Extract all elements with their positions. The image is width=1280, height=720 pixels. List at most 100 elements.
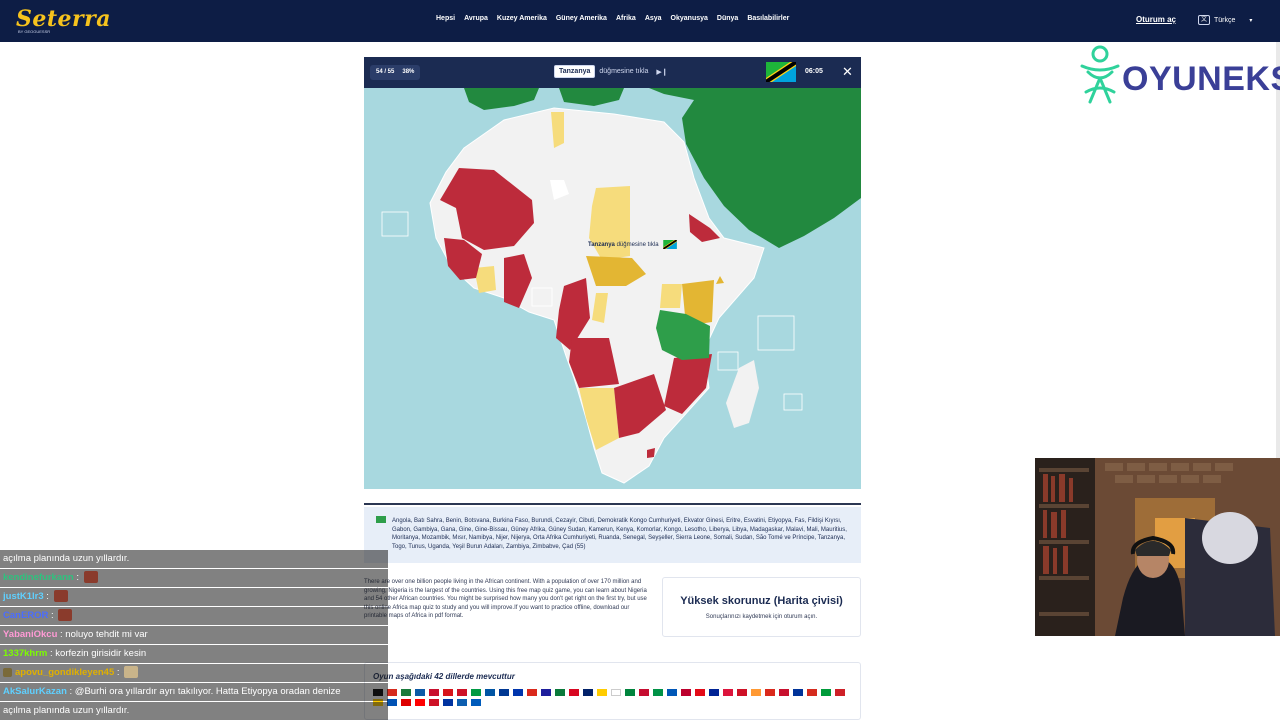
language-flag-icon[interactable]	[443, 689, 453, 696]
language-flag-icon[interactable]	[443, 699, 453, 706]
language-flag-icon[interactable]	[499, 689, 509, 696]
chat-username[interactable]: CanEROR	[3, 610, 49, 621]
language-flag-icon[interactable]	[415, 699, 425, 706]
nav-item-printables[interactable]: Basılabilirler	[747, 15, 790, 22]
chat-message: YabaniOkcu : noluyo tehdit mi var	[0, 626, 388, 644]
chat-message: 1337khrm : korfezin girisidir kesin	[0, 645, 388, 663]
skip-icon[interactable]: ▶❙	[656, 68, 668, 76]
country-burkina-faso[interactable]	[474, 266, 496, 293]
country-lesotho[interactable]	[647, 448, 655, 458]
nav-item-world[interactable]: Dünya	[716, 15, 739, 22]
country-uganda[interactable]	[660, 284, 682, 308]
country-ghana-togo[interactable]	[504, 254, 532, 308]
country-kenya[interactable]	[682, 280, 714, 326]
nav-item-oceania[interactable]: Okyanusya	[670, 15, 708, 22]
language-flag-icon[interactable]	[597, 689, 607, 696]
nav-item-africa[interactable]: Afrika	[615, 15, 636, 22]
chat-username[interactable]: kendinefurkann	[3, 572, 74, 583]
stream-chat-overlay: açılma planında uzun yıllardır. kendinefu…	[0, 550, 389, 720]
mauritius-box[interactable]	[783, 393, 803, 411]
language-flag-icon[interactable]	[653, 689, 663, 696]
language-flag-icon[interactable]	[667, 689, 677, 696]
page-scrollbar[interactable]	[1276, 42, 1280, 458]
country-zimbabwe-botswana[interactable]	[614, 374, 666, 438]
progress-percent: 38%	[402, 69, 415, 75]
language-flag-icon[interactable]	[429, 699, 439, 706]
language-flag-icon[interactable]	[723, 689, 733, 696]
remaining-countries-box: Angola, Batı Sahra, Benin, Botsvana, Bur…	[364, 507, 861, 563]
highscore-subtitle[interactable]: Sonuçlarınızı kaydetmek için oturum açın…	[705, 614, 818, 620]
seterra-logo[interactable]: Seterra	[16, 6, 111, 32]
chat-emote-icon	[53, 590, 68, 603]
africa-map[interactable]	[364, 88, 861, 489]
language-flag-icon[interactable]	[471, 699, 481, 706]
nav-item-south-america[interactable]: Güney Amerika	[555, 15, 607, 22]
country-namibia[interactable]	[579, 388, 619, 450]
chat-username[interactable]: YabaniOkcu	[3, 629, 58, 640]
nav-item-europe[interactable]: Avrupa	[464, 15, 488, 22]
language-flag-icon[interactable]	[751, 689, 761, 696]
country-mozambique[interactable]	[664, 354, 712, 414]
language-flag-icon[interactable]	[457, 689, 467, 696]
chat-username[interactable]: 1337khrm	[3, 648, 48, 659]
language-flag-icon[interactable]	[401, 699, 411, 706]
language-flag-icon[interactable]	[485, 689, 495, 696]
language-flag-icon[interactable]	[387, 689, 397, 696]
country-tanzania[interactable]	[656, 310, 710, 360]
language-flag-icon[interactable]	[807, 689, 817, 696]
signin-link[interactable]: Oturum aç	[1136, 15, 1177, 24]
language-flag-icon[interactable]	[527, 689, 537, 696]
tanzania-flag-small-icon	[662, 240, 677, 249]
language-flag-icon[interactable]	[779, 689, 789, 696]
language-flag-icon[interactable]	[695, 689, 705, 696]
language-flag-icon[interactable]	[471, 689, 481, 696]
chat-message: açılma planında uzun yıllardır.	[0, 702, 388, 720]
country-eritrea[interactable]	[689, 214, 720, 242]
sao-tome-box[interactable]	[531, 287, 553, 307]
language-flag-icon[interactable]	[625, 689, 635, 696]
language-flag-icon[interactable]	[611, 689, 621, 696]
nav-item-all[interactable]: Hepsi	[436, 15, 456, 22]
country-car[interactable]	[586, 256, 646, 286]
madagascar[interactable]	[726, 360, 759, 428]
cape-verde-box[interactable]	[381, 211, 409, 237]
language-flag-icon[interactable]	[555, 689, 565, 696]
language-flag-icon[interactable]	[541, 689, 551, 696]
country-highlight-white[interactable]	[550, 180, 569, 200]
language-flag-icon[interactable]	[709, 689, 719, 696]
language-flag-icon[interactable]	[387, 699, 397, 706]
chat-username[interactable]: apovu_gondikleyen45	[15, 667, 115, 678]
country-djibouti[interactable]	[716, 276, 724, 284]
seychelles-box[interactable]	[757, 315, 795, 351]
language-flag-icon[interactable]	[415, 689, 425, 696]
language-flag-icon[interactable]	[821, 689, 831, 696]
chat-username[interactable]: justK1lr3	[3, 591, 44, 602]
close-icon[interactable]: ✕	[842, 64, 853, 79]
language-flag-icon[interactable]	[429, 689, 439, 696]
chat-message: açılma planında uzun yıllardır.	[0, 550, 388, 568]
language-flag-icon[interactable]	[793, 689, 803, 696]
language-flag-icon[interactable]	[681, 689, 691, 696]
language-flag-icon[interactable]	[457, 699, 467, 706]
language-flag-icon[interactable]	[765, 689, 775, 696]
language-flag-icon[interactable]	[737, 689, 747, 696]
country-chad[interactable]	[589, 186, 630, 260]
comoros-box[interactable]	[717, 351, 739, 371]
language-flag-icon[interactable]	[639, 689, 649, 696]
country-angola[interactable]	[569, 338, 619, 388]
language-flag-icon[interactable]	[569, 689, 579, 696]
language-flag-icon[interactable]	[513, 689, 523, 696]
country-gabon[interactable]	[592, 293, 608, 323]
language-flag-icon[interactable]	[835, 689, 845, 696]
chat-username[interactable]: AkSalurKazan	[3, 686, 67, 697]
chat-text: açılma planında uzun yıllardır.	[3, 553, 130, 564]
language-flag-icon[interactable]	[583, 689, 593, 696]
nav-item-asia[interactable]: Asya	[644, 15, 662, 22]
language-selector[interactable]: 文 Türkçe ▾	[1198, 15, 1252, 25]
country-guinea[interactable]	[444, 238, 482, 280]
country-tunisia[interactable]	[551, 112, 564, 148]
country-congo[interactable]	[556, 278, 590, 350]
country-mali-mauritania[interactable]	[440, 168, 534, 250]
nav-item-north-america[interactable]: Kuzey Amerika	[496, 15, 547, 22]
language-flag-icon[interactable]	[401, 689, 411, 696]
